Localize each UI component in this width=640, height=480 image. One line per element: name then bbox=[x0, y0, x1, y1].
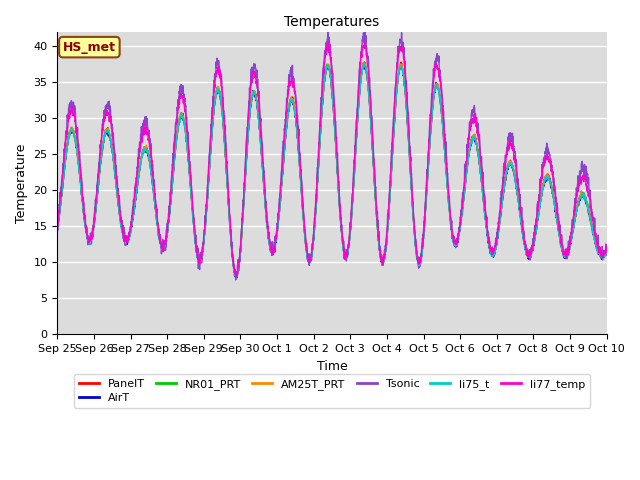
NR01_PRT bbox=[232, 276, 240, 281]
PanelT bbox=[603, 250, 611, 255]
Tsonic bbox=[360, 40, 368, 46]
li77_temp bbox=[603, 244, 611, 250]
li75_t bbox=[54, 227, 61, 233]
li77_temp bbox=[555, 221, 563, 227]
AirT bbox=[555, 228, 563, 234]
PanelT bbox=[555, 225, 563, 231]
AM25T_PRT bbox=[207, 148, 214, 154]
AM25T_PRT bbox=[232, 273, 239, 279]
li77_temp bbox=[360, 39, 368, 45]
Tsonic bbox=[232, 277, 239, 283]
AirT bbox=[492, 246, 500, 252]
AM25T_PRT bbox=[492, 243, 500, 249]
Tsonic bbox=[603, 246, 611, 252]
Tsonic bbox=[324, 28, 332, 34]
AM25T_PRT bbox=[348, 206, 356, 212]
AirT bbox=[348, 206, 356, 212]
AirT bbox=[360, 61, 368, 67]
NR01_PRT bbox=[207, 148, 214, 154]
Line: NR01_PRT: NR01_PRT bbox=[58, 62, 607, 278]
Y-axis label: Temperature: Temperature bbox=[15, 143, 28, 223]
NR01_PRT bbox=[555, 225, 563, 230]
AM25T_PRT bbox=[360, 59, 368, 65]
li75_t bbox=[570, 225, 578, 230]
AirT bbox=[207, 151, 214, 156]
Tsonic bbox=[492, 238, 500, 244]
li75_t bbox=[603, 250, 611, 255]
NR01_PRT bbox=[360, 62, 368, 68]
PanelT bbox=[348, 203, 356, 208]
li77_temp bbox=[492, 242, 500, 248]
AM25T_PRT bbox=[360, 60, 368, 65]
Line: li77_temp: li77_temp bbox=[58, 42, 607, 277]
AirT bbox=[603, 251, 611, 256]
AirT bbox=[54, 227, 61, 233]
Tsonic bbox=[348, 192, 356, 197]
PanelT bbox=[492, 243, 500, 249]
NR01_PRT bbox=[348, 205, 356, 211]
Line: AM25T_PRT: AM25T_PRT bbox=[58, 62, 607, 276]
Tsonic bbox=[54, 224, 61, 229]
li77_temp bbox=[348, 201, 356, 207]
PanelT bbox=[360, 61, 368, 67]
Tsonic bbox=[207, 133, 214, 139]
Tsonic bbox=[555, 214, 563, 220]
NR01_PRT bbox=[54, 224, 61, 230]
Legend: PanelT, AirT, NR01_PRT, AM25T_PRT, Tsonic, li75_t, li77_temp: PanelT, AirT, NR01_PRT, AM25T_PRT, Tsoni… bbox=[74, 373, 591, 408]
li75_t bbox=[360, 60, 368, 66]
Line: li75_t: li75_t bbox=[58, 63, 607, 278]
li77_temp bbox=[360, 45, 368, 50]
AM25T_PRT bbox=[570, 222, 578, 228]
Line: Tsonic: Tsonic bbox=[58, 31, 607, 280]
li75_t bbox=[348, 205, 356, 211]
NR01_PRT bbox=[492, 241, 500, 247]
AM25T_PRT bbox=[555, 226, 563, 231]
li77_temp bbox=[570, 212, 578, 217]
Line: PanelT: PanelT bbox=[58, 62, 607, 276]
AirT bbox=[233, 275, 241, 281]
PanelT bbox=[232, 273, 239, 279]
li75_t bbox=[207, 150, 214, 156]
PanelT bbox=[54, 222, 61, 228]
NR01_PRT bbox=[603, 248, 611, 253]
Title: Temperatures: Temperatures bbox=[284, 15, 380, 29]
li75_t bbox=[360, 61, 368, 67]
NR01_PRT bbox=[361, 60, 369, 65]
li75_t bbox=[492, 246, 500, 252]
AM25T_PRT bbox=[603, 248, 611, 253]
AM25T_PRT bbox=[54, 224, 61, 230]
PanelT bbox=[207, 149, 214, 155]
li77_temp bbox=[207, 135, 214, 141]
Line: AirT: AirT bbox=[58, 64, 607, 278]
X-axis label: Time: Time bbox=[317, 360, 348, 372]
li77_temp bbox=[54, 227, 61, 233]
AirT bbox=[570, 225, 578, 230]
Text: HS_met: HS_met bbox=[63, 41, 116, 54]
PanelT bbox=[397, 59, 405, 65]
PanelT bbox=[570, 220, 578, 226]
NR01_PRT bbox=[570, 223, 578, 229]
li75_t bbox=[233, 275, 241, 281]
li75_t bbox=[555, 228, 563, 234]
Tsonic bbox=[570, 212, 578, 218]
li77_temp bbox=[232, 275, 239, 280]
AirT bbox=[360, 63, 368, 69]
